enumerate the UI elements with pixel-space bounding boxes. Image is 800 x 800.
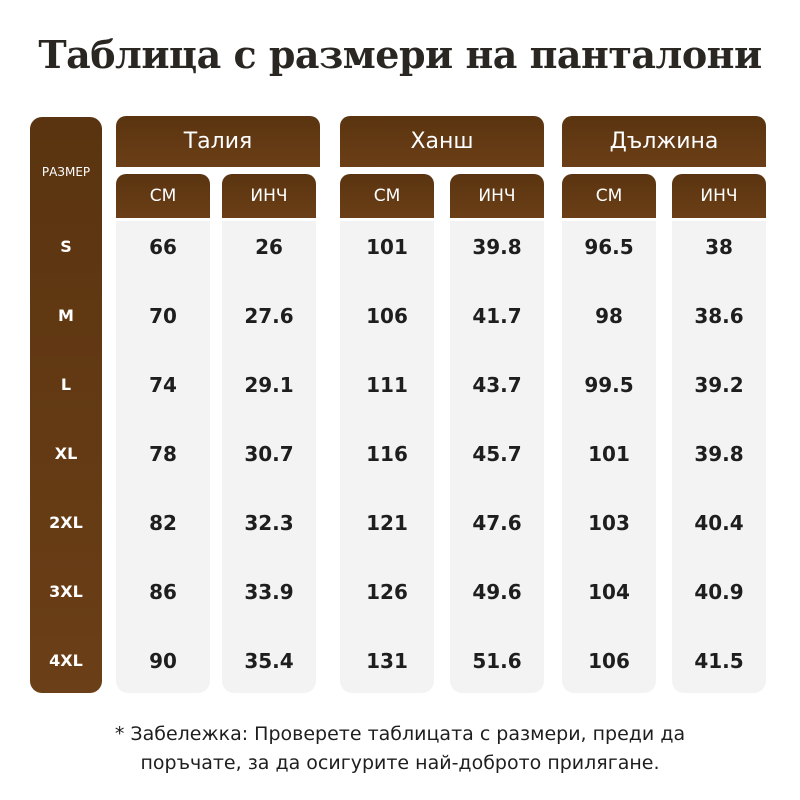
table-cell: 90 xyxy=(149,649,177,673)
table-cell: 35.4 xyxy=(244,649,294,673)
table-cell: 41.5 xyxy=(694,649,744,673)
table-cell: 45.7 xyxy=(472,442,522,466)
table-cell: 101 xyxy=(588,442,630,466)
column-waist-cm: 66 70 74 78 82 86 90 xyxy=(116,221,210,693)
table-cell: 32.3 xyxy=(244,511,294,535)
table-cell: 41.7 xyxy=(472,304,522,328)
table-cell: 51.6 xyxy=(472,649,522,673)
table-cell: 49.6 xyxy=(472,580,522,604)
size-label-l: L xyxy=(60,375,72,394)
column-length-inch: 38 38.6 39.2 39.8 40.4 40.9 41.5 xyxy=(672,221,766,693)
table-cell: 99.5 xyxy=(584,373,634,397)
table-cell: 70 xyxy=(149,304,177,328)
table-cell: 38.6 xyxy=(694,304,744,328)
footnote: * Забележка: Проверете таблицата с разме… xyxy=(0,720,800,778)
table-cell: 126 xyxy=(366,580,408,604)
table-cell: 101 xyxy=(366,235,408,259)
size-label-4xl: 4XL xyxy=(49,651,83,670)
table-cell: 131 xyxy=(366,649,408,673)
group-header-hip: Ханш xyxy=(340,116,544,167)
table-cell: 86 xyxy=(149,580,177,604)
unit-header-length-cm: СМ xyxy=(562,174,656,218)
table-cell: 106 xyxy=(366,304,408,328)
column-length-cm: 96.5 98 99.5 101 103 104 106 xyxy=(562,221,656,693)
table-cell: 40.9 xyxy=(694,580,744,604)
table-cell: 47.6 xyxy=(472,511,522,535)
table-cell: 82 xyxy=(149,511,177,535)
table-cell: 30.7 xyxy=(244,442,294,466)
unit-header-hip-cm: СМ xyxy=(340,174,434,218)
unit-header-hip-inch: ИНЧ xyxy=(450,174,544,218)
table-cell: 104 xyxy=(588,580,630,604)
table-cell: 96.5 xyxy=(584,235,634,259)
table-cell: 74 xyxy=(149,373,177,397)
table-cell: 26 xyxy=(255,235,283,259)
column-waist-inch: 26 27.6 29.1 30.7 32.3 33.9 35.4 xyxy=(222,221,316,693)
footnote-line-1: * Забележка: Проверете таблицата с разме… xyxy=(114,723,686,745)
table-cell: 43.7 xyxy=(472,373,522,397)
column-hip-cm: 101 106 111 116 121 126 131 xyxy=(340,221,434,693)
table-cell: 98 xyxy=(595,304,623,328)
size-column: РАЗМЕР S M L XL 2XL 3XL 4XL xyxy=(30,117,102,693)
table-cell: 121 xyxy=(366,511,408,535)
size-header: РАЗМЕР xyxy=(41,165,91,179)
table-cell: 78 xyxy=(149,442,177,466)
size-label-s: S xyxy=(60,237,72,256)
table-cell: 38 xyxy=(705,235,733,259)
table-cell: 39.8 xyxy=(694,442,744,466)
table-cell: 39.2 xyxy=(694,373,744,397)
unit-header-waist-cm: СМ xyxy=(116,174,210,218)
table-cell: 27.6 xyxy=(244,304,294,328)
table-cell: 39.8 xyxy=(472,235,522,259)
table-cell: 106 xyxy=(588,649,630,673)
table-cell: 111 xyxy=(366,373,408,397)
group-header-length: Дължина xyxy=(562,116,766,167)
column-hip-inch: 39.8 41.7 43.7 45.7 47.6 49.6 51.6 xyxy=(450,221,544,693)
footnote-line-2: поръчате, за да осигурите най-доброто пр… xyxy=(140,752,660,774)
table-cell: 40.4 xyxy=(694,511,744,535)
unit-header-waist-inch: ИНЧ xyxy=(222,174,316,218)
group-header-waist: Талия xyxy=(116,116,320,167)
size-label-m: M xyxy=(58,306,74,325)
table-cell: 29.1 xyxy=(244,373,294,397)
page-title: Таблица с размери на панталони xyxy=(38,32,762,77)
table-cell: 116 xyxy=(366,442,408,466)
size-label-xl: XL xyxy=(54,444,78,463)
unit-header-length-inch: ИНЧ xyxy=(672,174,766,218)
table-cell: 103 xyxy=(588,511,630,535)
table-cell: 66 xyxy=(149,235,177,259)
size-label-2xl: 2XL xyxy=(49,513,83,532)
table-cell: 33.9 xyxy=(244,580,294,604)
size-label-3xl: 3XL xyxy=(49,582,83,601)
